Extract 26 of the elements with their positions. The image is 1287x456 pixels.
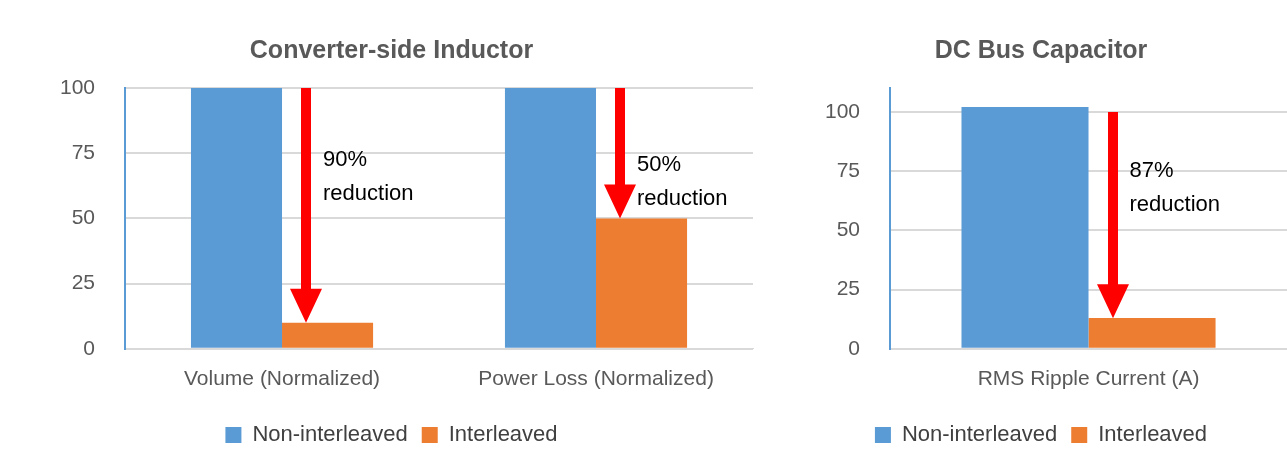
bar [190, 88, 283, 348]
annotation: 90% reduction [323, 145, 414, 205]
annotation: 50% reduction [637, 150, 728, 210]
bar [596, 218, 688, 348]
bar [282, 322, 374, 348]
y-tick-label: 25 [71, 270, 96, 294]
x-tick-label: Volume (Normalized) [183, 366, 381, 390]
legend-label: Non-interleaved [901, 421, 1058, 447]
chart-title: DC Bus Capacitor [934, 34, 1148, 63]
y-tick-label: 50 [836, 217, 861, 241]
chart-title: Converter-side Inductor [249, 34, 534, 63]
legend-label: Interleaved [448, 421, 558, 447]
y-tick-label: 75 [836, 157, 861, 181]
y-tick-label: 25 [836, 276, 861, 300]
annotation: 87% reduction [1129, 156, 1221, 216]
y-tick-label: 100 [59, 74, 96, 98]
y-tick-label: 0 [83, 335, 96, 359]
x-tick-label: RMS Ripple Current (A) [977, 366, 1200, 390]
legend-label: Interleaved [1098, 421, 1208, 447]
bar [504, 88, 597, 348]
y-tick-label: 50 [71, 205, 96, 229]
x-tick-label: Power Loss (Normalized) [478, 366, 714, 390]
y-tick-label: 0 [848, 335, 861, 359]
y-tick-label: 100 [824, 98, 861, 122]
y-tick-label: 75 [71, 140, 96, 163]
legend-label: Non-interleaved [252, 421, 408, 447]
